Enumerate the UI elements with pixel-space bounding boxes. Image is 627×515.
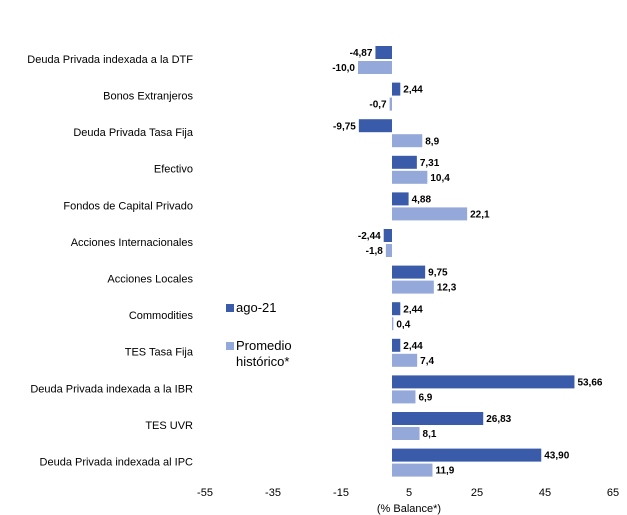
bar xyxy=(392,375,575,389)
bar xyxy=(392,353,418,367)
value-label: 7,4 xyxy=(420,356,434,367)
bar xyxy=(392,463,433,477)
value-label: -10,0 xyxy=(332,63,355,74)
value-label: 2,44 xyxy=(403,85,423,96)
category-label: Acciones Internacionales xyxy=(71,237,194,249)
bar xyxy=(392,302,401,316)
value-label: -4,87 xyxy=(350,48,373,59)
category-label: Deuda Privada indexada a la DTF xyxy=(27,54,193,66)
bar xyxy=(392,280,434,294)
category-label: Acciones Locales xyxy=(107,274,193,286)
bar xyxy=(392,427,420,440)
value-label: 10,4 xyxy=(430,173,450,184)
x-axis-label: (% Balance*) xyxy=(377,503,441,515)
bar xyxy=(389,97,392,111)
value-label: -2,44 xyxy=(358,231,381,242)
bar xyxy=(383,229,392,242)
legend-label: ago-21 xyxy=(236,300,277,315)
category-label: TES UVR xyxy=(145,420,193,432)
category-label: Deuda Privada indexada al IPC xyxy=(40,457,194,469)
category-label: Fondos de Capital Privado xyxy=(63,200,193,212)
category-label: Deuda Privada Tasa Fija xyxy=(73,127,194,139)
bar xyxy=(358,119,392,133)
legend-label: Promedio histórico* xyxy=(236,338,292,369)
value-label: 22,1 xyxy=(470,210,490,221)
value-label: 9,75 xyxy=(428,268,448,279)
bar xyxy=(375,46,392,59)
value-label: -1,8 xyxy=(366,246,384,257)
value-label: 53,66 xyxy=(577,378,602,389)
value-label: 11,9 xyxy=(435,466,454,477)
value-label: 8,1 xyxy=(423,429,437,440)
category-label: TES Tasa Fija xyxy=(125,347,194,359)
bar xyxy=(392,265,426,279)
bar xyxy=(392,390,416,404)
legend-swatch xyxy=(226,342,234,350)
x-tick-label: 5 xyxy=(406,487,412,499)
value-label: 0,4 xyxy=(396,319,410,330)
category-label: Deuda Privada indexada a la IBR xyxy=(30,383,193,395)
value-label: 26,83 xyxy=(486,414,511,425)
x-tick-label: -55 xyxy=(197,487,213,499)
value-label: 12,3 xyxy=(437,283,457,294)
value-label: 6,9 xyxy=(418,393,432,404)
x-tick-label: -35 xyxy=(265,487,281,499)
value-label: 2,44 xyxy=(403,304,423,315)
bar xyxy=(385,244,392,257)
bar xyxy=(358,61,392,74)
value-label: 43,90 xyxy=(544,451,569,462)
bar xyxy=(392,412,484,425)
value-label: -0,7 xyxy=(369,100,387,111)
bar xyxy=(392,155,417,169)
bar xyxy=(392,317,394,331)
x-tick-label: 25 xyxy=(471,487,483,499)
bar xyxy=(392,448,542,462)
bar xyxy=(392,338,401,352)
category-label: Efectivo xyxy=(154,164,193,176)
bar xyxy=(392,134,423,148)
value-label: 7,31 xyxy=(420,158,440,169)
value-label: 8,9 xyxy=(425,136,439,147)
x-tick-label: 65 xyxy=(607,487,619,499)
bar xyxy=(392,192,409,206)
bar xyxy=(392,170,428,184)
legend-swatch xyxy=(226,304,234,312)
value-label: 2,44 xyxy=(403,341,423,352)
bar xyxy=(392,207,468,221)
bar xyxy=(392,82,401,96)
value-label: -9,75 xyxy=(333,121,356,132)
value-label: 4,88 xyxy=(412,195,432,206)
category-label: Bonos Extranjeros xyxy=(103,91,193,103)
x-tick-label: -15 xyxy=(333,487,349,499)
x-tick-label: 45 xyxy=(539,487,551,499)
category-label: Commodities xyxy=(129,310,194,322)
